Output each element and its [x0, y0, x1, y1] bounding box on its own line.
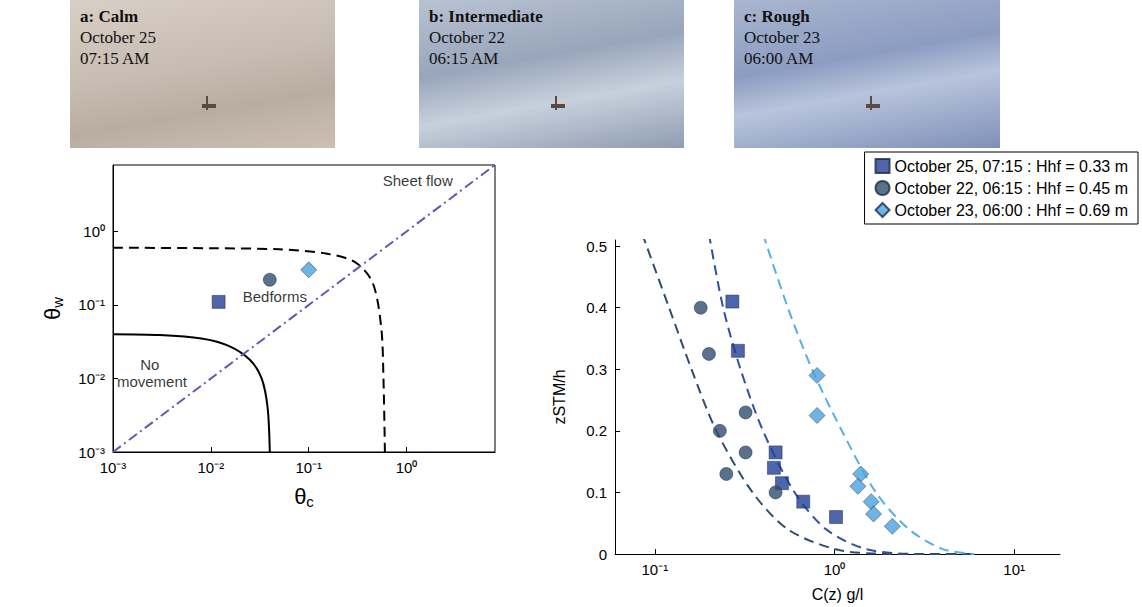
svg-text:10⁻²: 10⁻²	[78, 370, 105, 387]
svg-text:w: w	[49, 297, 66, 309]
svg-text:0.5: 0.5	[586, 238, 607, 255]
svg-text:0.3: 0.3	[586, 361, 607, 378]
html-text:October 22: October 22	[429, 28, 505, 47]
svg-text:Sheet flow: Sheet flow	[383, 172, 453, 189]
svg-text:0: 0	[599, 546, 607, 563]
svg-text:Bedforms: Bedforms	[243, 288, 307, 305]
svg-text:No: No	[140, 356, 163, 373]
svg-text:10⁰: 10⁰	[824, 561, 846, 578]
svg-text:October 25, 07:15 : Hhf = 0.33: October 25, 07:15 : Hhf = 0.33 m	[895, 158, 1128, 175]
svg-text:October 22, 06:15 : Hhf = 0.45: October 22, 06:15 : Hhf = 0.45 m	[895, 180, 1128, 197]
html-text:c: Rough: c: Rough	[744, 7, 810, 26]
html-text:06:15 AM: 06:15 AM	[429, 49, 499, 68]
svg-text:movement: movement	[117, 373, 188, 390]
html-text:06:00 AM: 06:00 AM	[744, 49, 814, 68]
svg-text:θ: θ	[40, 308, 65, 320]
svg-text:c: c	[306, 493, 314, 510]
svg-text:0.2: 0.2	[586, 422, 607, 439]
svg-text:0.4: 0.4	[586, 299, 607, 316]
svg-text:zSTM/h: zSTM/h	[551, 369, 568, 424]
svg-text:10⁻¹: 10⁻¹	[642, 561, 669, 578]
html-text:October 23: October 23	[744, 28, 820, 47]
svg-text:10⁰: 10⁰	[83, 223, 105, 240]
svg-text:10⁻¹: 10⁻¹	[78, 296, 105, 313]
svg-text:θ: θ	[294, 484, 306, 509]
svg-text:10¹: 10¹	[1003, 561, 1025, 578]
svg-text:October 23, 06:00 : Hhf = 0.69: October 23, 06:00 : Hhf = 0.69 m	[895, 202, 1128, 219]
svg-text:10⁻³: 10⁻³	[78, 444, 105, 461]
svg-text:10⁻²: 10⁻²	[198, 459, 225, 476]
svg-text:10⁻¹: 10⁻¹	[295, 459, 322, 476]
svg-text:0.1: 0.1	[586, 484, 607, 501]
svg-text:10⁰: 10⁰	[396, 459, 418, 476]
html-text:a: Calm: a: Calm	[80, 7, 139, 26]
html-text:October 25: October 25	[80, 28, 156, 47]
svg-text:10⁻³: 10⁻³	[100, 459, 127, 476]
html-text:b: Intermediate: b: Intermediate	[429, 7, 543, 26]
svg-text:C(z) g/l: C(z) g/l	[812, 586, 864, 603]
html-text:07:15 AM: 07:15 AM	[80, 49, 150, 68]
